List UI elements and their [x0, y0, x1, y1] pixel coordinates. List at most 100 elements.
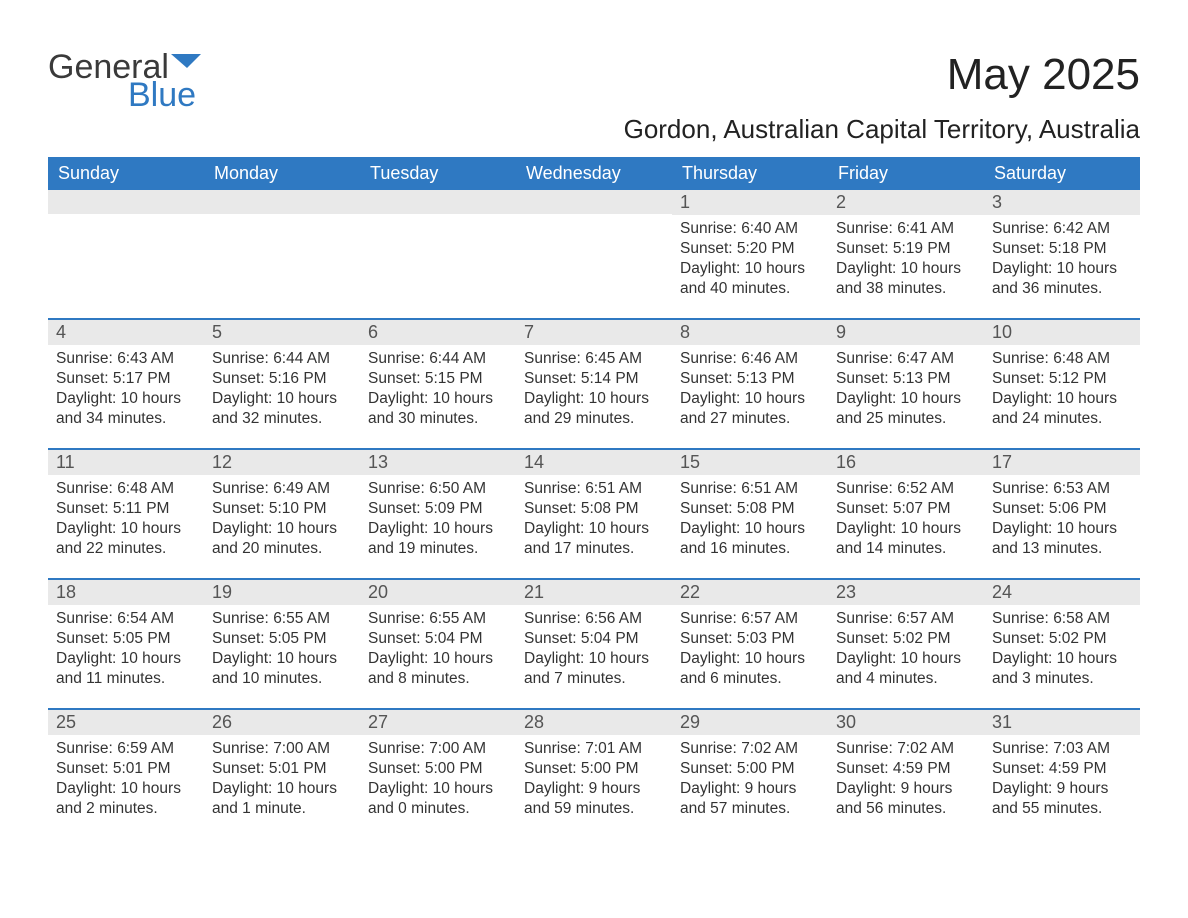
sunrise-label: Sunrise:: [992, 220, 1049, 237]
sunset-line: Sunset: 5:01 PM: [56, 759, 196, 779]
sunset-value: 5:00 PM: [425, 760, 483, 777]
sunset-label: Sunset:: [680, 630, 733, 647]
day-number: 25: [48, 710, 204, 735]
calendar-cell: 6Sunrise: 6:44 AMSunset: 5:15 PMDaylight…: [360, 320, 516, 448]
sunset-line: Sunset: 5:17 PM: [56, 369, 196, 389]
cell-body: Sunrise: 6:47 AMSunset: 5:13 PMDaylight:…: [828, 345, 984, 440]
sunset-label: Sunset:: [836, 500, 889, 517]
sunset-label: Sunset:: [212, 500, 265, 517]
day-header: Monday: [204, 157, 360, 190]
daylight-line: Daylight: 9 hours and 55 minutes.: [992, 779, 1132, 819]
sunset-value: 5:06 PM: [1049, 500, 1107, 517]
sunrise-label: Sunrise:: [524, 480, 581, 497]
sunrise-label: Sunrise:: [524, 350, 581, 367]
sunset-value: 5:16 PM: [269, 370, 327, 387]
sunrise-line: Sunrise: 6:44 AM: [368, 349, 508, 369]
sunrise-line: Sunrise: 6:56 AM: [524, 609, 664, 629]
daylight-label: Daylight:: [368, 520, 428, 537]
sunset-value: 5:13 PM: [893, 370, 951, 387]
sunset-value: 5:11 PM: [113, 500, 170, 517]
sunset-line: Sunset: 5:04 PM: [524, 629, 664, 649]
daylight-label: Daylight:: [992, 260, 1052, 277]
sunrise-label: Sunrise:: [524, 610, 581, 627]
sunset-value: 4:59 PM: [1049, 760, 1107, 777]
sunset-label: Sunset:: [836, 240, 889, 257]
sunrise-value: 6:51 AM: [585, 480, 642, 497]
sunset-value: 4:59 PM: [893, 760, 951, 777]
sunrise-line: Sunrise: 6:50 AM: [368, 479, 508, 499]
calendar-cell: 31Sunrise: 7:03 AMSunset: 4:59 PMDayligh…: [984, 710, 1140, 838]
calendar-cell: 23Sunrise: 6:57 AMSunset: 5:02 PMDayligh…: [828, 580, 984, 708]
calendar-cell: 28Sunrise: 7:01 AMSunset: 5:00 PMDayligh…: [516, 710, 672, 838]
sunset-label: Sunset:: [992, 500, 1045, 517]
sunrise-line: Sunrise: 6:51 AM: [680, 479, 820, 499]
sunset-line: Sunset: 5:02 PM: [836, 629, 976, 649]
sunset-label: Sunset:: [368, 760, 421, 777]
daylight-label: Daylight:: [212, 520, 272, 537]
sunset-label: Sunset:: [992, 370, 1045, 387]
day-number: 12: [204, 450, 360, 475]
calendar-cell: 7Sunrise: 6:45 AMSunset: 5:14 PMDaylight…: [516, 320, 672, 448]
sunset-value: 5:09 PM: [425, 500, 483, 517]
calendar-cell: 17Sunrise: 6:53 AMSunset: 5:06 PMDayligh…: [984, 450, 1140, 578]
day-number: 9: [828, 320, 984, 345]
sunrise-label: Sunrise:: [212, 350, 269, 367]
daylight-line: Daylight: 9 hours and 59 minutes.: [524, 779, 664, 819]
sunrise-line: Sunrise: 6:55 AM: [212, 609, 352, 629]
sunset-label: Sunset:: [992, 760, 1045, 777]
sunset-line: Sunset: 5:20 PM: [680, 239, 820, 259]
sunrise-label: Sunrise:: [212, 740, 269, 757]
day-number: 16: [828, 450, 984, 475]
daylight-line: Daylight: 10 hours and 34 minutes.: [56, 389, 196, 429]
sunset-value: 5:02 PM: [1049, 630, 1107, 647]
sunrise-label: Sunrise:: [680, 610, 737, 627]
daylight-label: Daylight:: [56, 650, 116, 667]
day-number: 22: [672, 580, 828, 605]
calendar-cell: 24Sunrise: 6:58 AMSunset: 5:02 PMDayligh…: [984, 580, 1140, 708]
sunset-value: 5:05 PM: [269, 630, 327, 647]
day-number: 4: [48, 320, 204, 345]
sunrise-label: Sunrise:: [56, 480, 113, 497]
sunrise-value: 6:55 AM: [429, 610, 486, 627]
day-number: [360, 190, 516, 214]
sunset-value: 5:04 PM: [425, 630, 483, 647]
daylight-label: Daylight:: [680, 650, 740, 667]
sunrise-value: 6:52 AM: [897, 480, 954, 497]
cell-body: Sunrise: 7:02 AMSunset: 4:59 PMDaylight:…: [828, 735, 984, 830]
calendar-cell: [204, 190, 360, 318]
sunrise-label: Sunrise:: [836, 740, 893, 757]
cell-body: Sunrise: 6:41 AMSunset: 5:19 PMDaylight:…: [828, 215, 984, 310]
sunset-label: Sunset:: [368, 630, 421, 647]
sunset-label: Sunset:: [680, 240, 733, 257]
daylight-line: Daylight: 10 hours and 22 minutes.: [56, 519, 196, 559]
daylight-label: Daylight:: [836, 260, 896, 277]
daylight-label: Daylight:: [368, 650, 428, 667]
daylight-label: Daylight:: [992, 650, 1052, 667]
calendar-week: 1Sunrise: 6:40 AMSunset: 5:20 PMDaylight…: [48, 190, 1140, 318]
day-number: 17: [984, 450, 1140, 475]
sunrise-label: Sunrise:: [680, 220, 737, 237]
sunrise-label: Sunrise:: [836, 220, 893, 237]
sunrise-value: 6:48 AM: [1053, 350, 1110, 367]
daylight-label: Daylight:: [992, 390, 1052, 407]
day-number: 1: [672, 190, 828, 215]
sunset-line: Sunset: 5:05 PM: [56, 629, 196, 649]
cell-body: Sunrise: 6:50 AMSunset: 5:09 PMDaylight:…: [360, 475, 516, 570]
cell-body: Sunrise: 6:54 AMSunset: 5:05 PMDaylight:…: [48, 605, 204, 700]
sunset-value: 5:17 PM: [113, 370, 171, 387]
daylight-label: Daylight:: [524, 390, 584, 407]
sunset-label: Sunset:: [836, 370, 889, 387]
sunset-line: Sunset: 5:14 PM: [524, 369, 664, 389]
day-number: 15: [672, 450, 828, 475]
calendar-cell: 26Sunrise: 7:00 AMSunset: 5:01 PMDayligh…: [204, 710, 360, 838]
sunset-value: 5:08 PM: [581, 500, 639, 517]
sunset-value: 5:05 PM: [113, 630, 171, 647]
daylight-label: Daylight:: [992, 780, 1052, 797]
sunrise-line: Sunrise: 6:44 AM: [212, 349, 352, 369]
day-header: Friday: [828, 157, 984, 190]
sunset-label: Sunset:: [524, 630, 577, 647]
sunset-label: Sunset:: [836, 630, 889, 647]
cell-body: Sunrise: 6:42 AMSunset: 5:18 PMDaylight:…: [984, 215, 1140, 310]
daylight-label: Daylight:: [56, 520, 116, 537]
sunrise-line: Sunrise: 6:53 AM: [992, 479, 1132, 499]
